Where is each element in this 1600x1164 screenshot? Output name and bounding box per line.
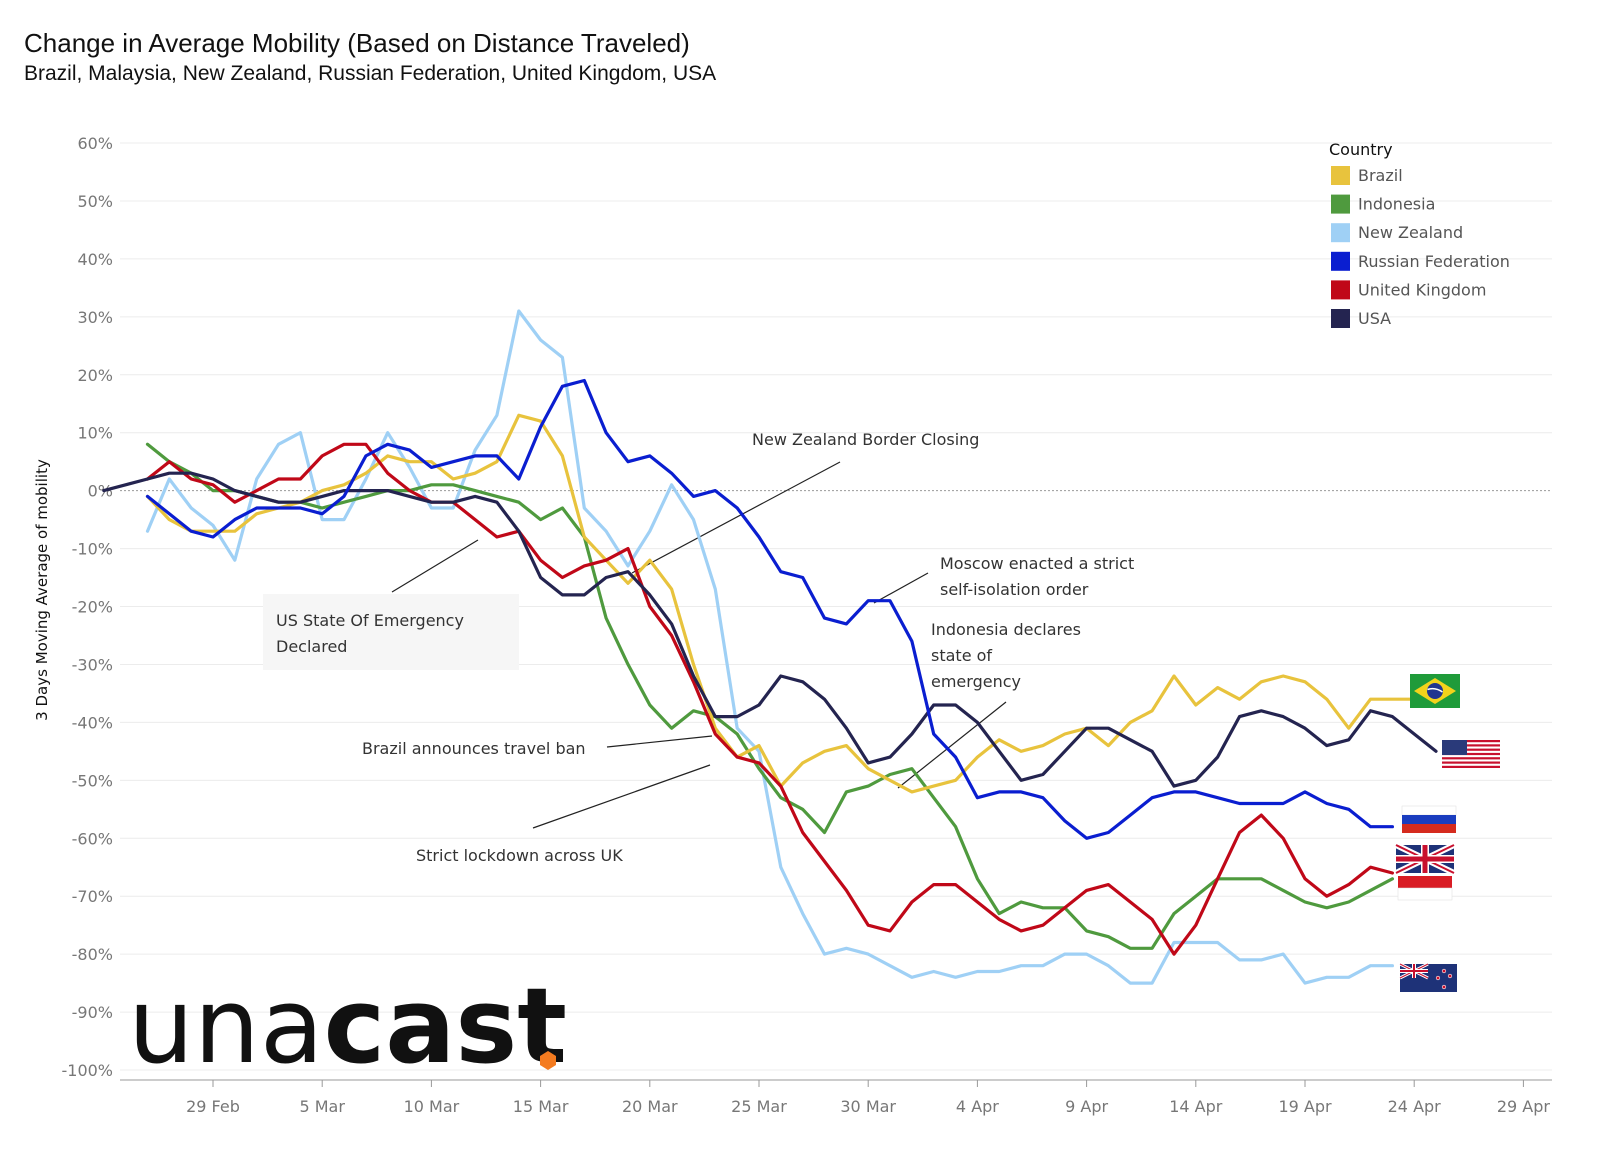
y-tick-label: -10% bbox=[72, 540, 113, 559]
legend-label: United Kingdom bbox=[1358, 280, 1486, 299]
x-tick-label: 20 Mar bbox=[622, 1097, 678, 1116]
annotation-indonesia-line-1: Indonesia declares bbox=[931, 620, 1081, 639]
svg-text:unacast: unacast bbox=[128, 965, 567, 1087]
logo-dot-icon bbox=[540, 1051, 556, 1070]
leader-uk-lockdown bbox=[532, 764, 711, 829]
y-tick-label: -30% bbox=[72, 655, 113, 674]
chart-subtitle: Brazil, Malaysia, New Zealand, Russian F… bbox=[24, 62, 717, 85]
y-tick-label: 20% bbox=[77, 366, 113, 385]
legend-swatch bbox=[1331, 309, 1350, 328]
leader-moscow bbox=[873, 572, 929, 604]
x-tick-label: 15 Mar bbox=[513, 1097, 569, 1116]
annotation-moscow-line-2: self-isolation order bbox=[940, 580, 1089, 599]
unacast-logo: unacast bbox=[128, 965, 567, 1087]
series-line-usa bbox=[102, 471, 1438, 788]
x-tick-label: 29 Apr bbox=[1497, 1097, 1551, 1116]
x-tick-label: 5 Mar bbox=[299, 1097, 345, 1116]
legend-label: USA bbox=[1358, 309, 1391, 328]
new-zealand-flag-icon bbox=[1399, 962, 1457, 992]
annotation-nz-border: New Zealand Border Closing bbox=[752, 430, 979, 449]
logo-text-bold: cast bbox=[324, 965, 567, 1087]
annotation-indonesia-line-3: emergency bbox=[931, 672, 1021, 691]
legend-label: Russian Federation bbox=[1358, 252, 1510, 271]
us-annotation-box bbox=[263, 594, 519, 670]
y-tick-label: 40% bbox=[77, 250, 113, 269]
series-line-russian-federation bbox=[145, 378, 1395, 840]
x-tick-label: 9 Apr bbox=[1065, 1097, 1108, 1116]
legend-swatch bbox=[1331, 166, 1350, 185]
x-tick-label: 19 Apr bbox=[1278, 1097, 1332, 1116]
x-tick-label: 30 Mar bbox=[840, 1097, 896, 1116]
y-tick-label: -40% bbox=[72, 713, 113, 732]
x-tick-label: 29 Feb bbox=[186, 1097, 240, 1116]
legend-label: Brazil bbox=[1358, 166, 1403, 185]
series-line-united-kingdom bbox=[145, 442, 1395, 956]
x-tick-label: 10 Mar bbox=[404, 1097, 460, 1116]
usa-flag-icon bbox=[1442, 740, 1500, 768]
y-tick-label: -80% bbox=[72, 945, 113, 964]
russia-flag-icon bbox=[1401, 805, 1457, 833]
leader-us-emergency bbox=[391, 539, 479, 593]
legend-label: Indonesia bbox=[1358, 195, 1435, 214]
country-flags bbox=[1394, 674, 1500, 992]
y-tick-label: -90% bbox=[72, 1003, 113, 1022]
legend-swatch bbox=[1331, 223, 1350, 243]
legend-label: New Zealand bbox=[1358, 223, 1463, 242]
x-tick-label: 14 Apr bbox=[1169, 1097, 1223, 1116]
y-tick-label: 30% bbox=[77, 308, 113, 327]
y-axis-label: 3 Days Moving Average of mobility bbox=[33, 459, 51, 721]
logo-text-light: una bbox=[128, 965, 324, 1087]
legend-swatch bbox=[1331, 280, 1350, 300]
series-lines bbox=[102, 309, 1438, 985]
indonesia-flag-icon bbox=[1397, 876, 1453, 901]
annotation-uk-lockdown: Strict lockdown across UK bbox=[416, 846, 623, 865]
x-tick-label: 4 Apr bbox=[956, 1097, 999, 1116]
y-tick-label: 0% bbox=[88, 482, 113, 501]
annotation-moscow-line-1: Moscow enacted a strict bbox=[940, 554, 1134, 573]
legend: Country Brazil Indonesia New Zealand Russia… bbox=[1329, 140, 1510, 328]
brazil-flag-icon bbox=[1410, 674, 1460, 708]
annotation-us-line-1: US State Of Emergency bbox=[276, 611, 464, 630]
series-line-indonesia bbox=[145, 442, 1395, 950]
annotation-us-line-2: Declared bbox=[276, 637, 347, 656]
leader-indonesia bbox=[897, 701, 1007, 789]
legend-swatch bbox=[1331, 194, 1350, 214]
annotation-brazil-ban: Brazil announces travel ban bbox=[362, 739, 586, 758]
leader-nz-border bbox=[631, 461, 841, 574]
annotation-indonesia-line-2: state of bbox=[931, 646, 992, 665]
y-tick-label: -100% bbox=[61, 1061, 113, 1080]
y-tick-label: 50% bbox=[77, 192, 113, 211]
x-tick-label: 25 Mar bbox=[731, 1097, 787, 1116]
y-tick-label: -50% bbox=[72, 771, 113, 790]
chart-title: Change in Average Mobility (Based on Dis… bbox=[24, 28, 690, 58]
y-tick-label: -20% bbox=[72, 598, 113, 617]
y-tick-label: 60% bbox=[77, 134, 113, 153]
leader-brazil-ban bbox=[606, 735, 713, 748]
legend-title: Country bbox=[1329, 140, 1393, 159]
uk-flag-icon bbox=[1394, 842, 1456, 876]
y-tick-label: 10% bbox=[77, 424, 113, 443]
y-tick-label: -60% bbox=[72, 829, 113, 848]
axes: 60% 50% 40% 30% 20% 10% 0% -10% -20% -30% -40% -50%… bbox=[61, 134, 1552, 1116]
y-tick-label: -70% bbox=[72, 887, 113, 906]
x-tick-label: 24 Apr bbox=[1388, 1097, 1442, 1116]
legend-swatch bbox=[1331, 251, 1350, 271]
